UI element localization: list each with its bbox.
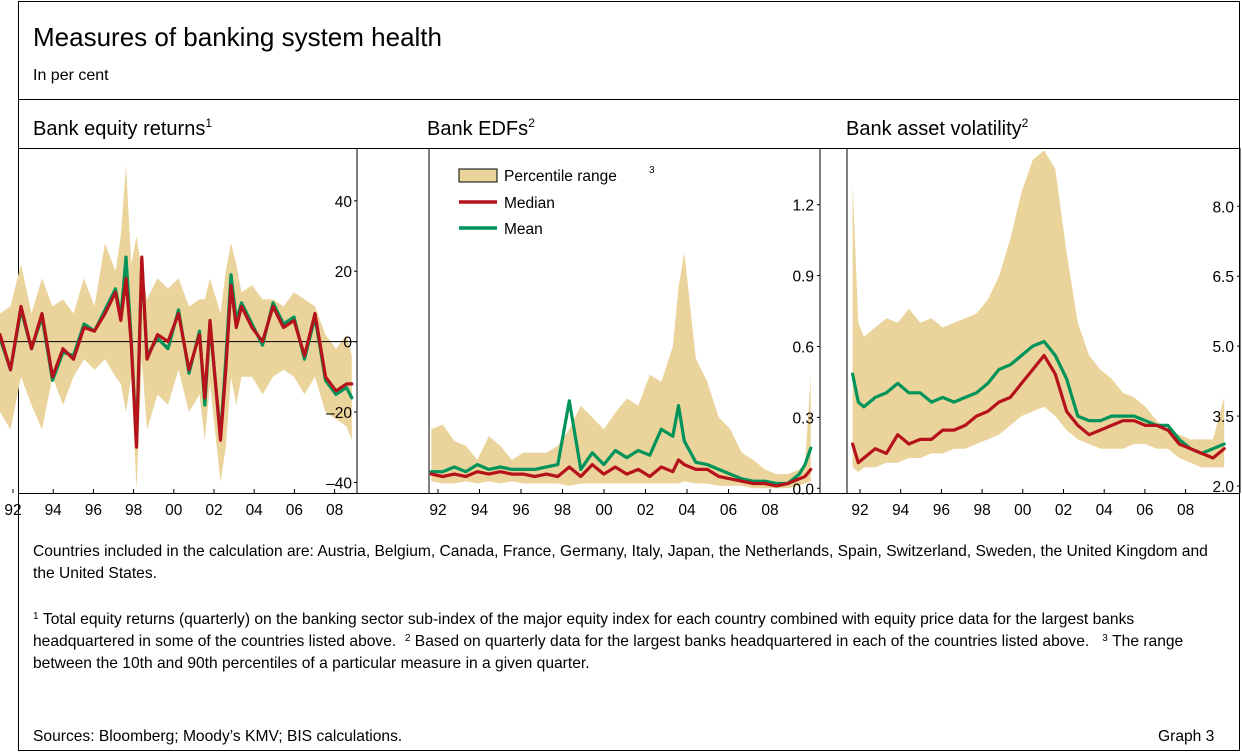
sources-line: Sources: Bloomberg; Moody’s KMV; BIS cal… [33, 728, 403, 745]
x-tick-label-volatility: 02 [1055, 502, 1072, 519]
median-line-volatility [850, 353, 1226, 465]
y-tick-label-edf: 0.9 [792, 269, 814, 286]
y-tick-label-volatility: 8.0 [1212, 199, 1234, 216]
x-tick-label-equity: 92 [4, 502, 21, 519]
footnote-1-text: Total equity returns (quarterly) on the … [33, 611, 1135, 650]
footnotes: 1 Total equity returns (quarterly) on th… [33, 609, 1228, 675]
x-tick-label-equity: 02 [205, 502, 222, 519]
panel-title-equity-text: Bank equity returns [33, 118, 206, 140]
x-tick-label-equity: 98 [125, 502, 142, 519]
y-tick-label-equity: 20 [335, 264, 353, 281]
x-tick-label-equity: 06 [286, 502, 303, 519]
mean-line-edf [429, 399, 813, 486]
x-tick-label-edf: 00 [595, 502, 613, 519]
x-tick-label-edf: 92 [429, 502, 446, 519]
x-tick-label-volatility: 08 [1177, 502, 1194, 519]
panel-equity-plot [0, 165, 357, 490]
panel-area-bottom-line [18, 493, 1240, 494]
footnote-2-text: Based on quarterly data for the largest … [414, 633, 1090, 650]
legend: Percentile range 3 Median Mean [458, 165, 655, 238]
y-tick-label-edf: 0.3 [792, 410, 814, 427]
y-tick-label-volatility: 5.0 [1212, 339, 1234, 356]
y-tick-label-equity: –20 [326, 405, 352, 422]
x-tick-label-equity: 94 [45, 502, 63, 519]
y-tick-label-edf: 0.0 [792, 481, 814, 498]
panel-edf: 0.0 0.3 0.6 0.9 1.2 92 94 96 98 00 02 04 06 08 [428, 148, 821, 519]
panel-title-edf-text: Bank EDFs [427, 118, 529, 140]
panel-title-volatility: Bank asset volatility2 [846, 116, 1029, 141]
x-tick-label-equity: 96 [85, 502, 102, 519]
footnote-3-text: The range between the 10th and 90th perc… [33, 633, 1184, 672]
x-tick-label-volatility: 94 [892, 502, 910, 519]
x-tick-label-edf: 04 [678, 502, 696, 519]
legend-mean-label: Mean [504, 221, 543, 238]
panel-title-equity-footnote-mark: 1 [205, 116, 213, 130]
panel-title-volatility-footnote-mark: 2 [1021, 116, 1029, 130]
panel-title-edf-footnote-mark: 2 [528, 116, 535, 130]
panel-edf-plot [429, 252, 813, 489]
median-line-edf [429, 458, 813, 488]
x-tick-label-volatility: 98 [973, 502, 990, 519]
y-tick-label-edf: 0.6 [792, 339, 814, 356]
panel-equity: –40 –20 0 20 40 92 94 96 98 00 02 04 06 08 [0, 148, 358, 519]
y-tick-label-equity: 0 [343, 335, 352, 352]
panel-volatility: 2.0 3.5 5.0 6.5 8.0 92 94 96 98 00 02 04 06 08 [846, 148, 1241, 519]
legend-median-label: Median [504, 195, 555, 212]
graph-number: Graph 3 [1158, 728, 1215, 745]
x-tick-label-edf: 94 [471, 502, 489, 519]
panel-title-volatility-text: Bank asset volatility [846, 118, 1022, 140]
legend-band-swatch [458, 168, 498, 183]
footnote-1-mark: 1 [33, 611, 39, 622]
percentile-band-volatility [852, 150, 1225, 473]
legend-band-footnote-mark: 3 [649, 165, 655, 176]
countries-note: Countries included in the calculation ar… [33, 543, 1208, 582]
median-line-equity [0, 255, 354, 449]
footnote-3-mark: 3 [1102, 633, 1108, 644]
graph-subtitle: In per cent [33, 67, 109, 84]
x-tick-label-edf: 02 [637, 502, 654, 519]
panel-area-top-line [18, 148, 1240, 149]
percentile-band-equity [0, 165, 352, 490]
x-tick-label-edf: 08 [761, 502, 778, 519]
percentile-band-edf [431, 252, 811, 489]
x-tick-label-equity: 04 [246, 502, 264, 519]
x-tick-label-equity: 00 [165, 502, 183, 519]
header-divider [18, 99, 1240, 100]
x-tick-label-volatility: 92 [851, 502, 868, 519]
panel-title-edf: Bank EDFs2 [427, 116, 535, 141]
footnote-2-mark: 2 [404, 633, 411, 644]
x-tick-label-volatility: 00 [1014, 502, 1032, 519]
panel-title-equity: Bank equity returns1 [33, 116, 213, 141]
panel-volatility-plot [850, 150, 1226, 473]
y-tick-label-equity: –40 [326, 475, 352, 492]
y-tick-label-volatility: 6.5 [1212, 269, 1234, 286]
y-tick-label-volatility: 2.0 [1212, 479, 1234, 496]
x-tick-label-edf: 06 [720, 502, 737, 519]
x-tick-label-edf: 98 [554, 502, 571, 519]
y-tick-label-equity: 40 [335, 194, 353, 211]
y-tick-label-volatility: 3.5 [1212, 409, 1234, 426]
x-tick-label-volatility: 06 [1136, 502, 1153, 519]
y-tick-label-edf: 1.2 [792, 198, 814, 215]
legend-band-label: Percentile range [504, 168, 617, 185]
x-tick-label-volatility: 04 [1096, 502, 1114, 519]
graph-title: Measures of banking system health [33, 22, 442, 52]
x-tick-label-edf: 96 [512, 502, 529, 519]
x-tick-label-volatility: 96 [933, 502, 950, 519]
x-tick-label-equity: 08 [326, 502, 343, 519]
